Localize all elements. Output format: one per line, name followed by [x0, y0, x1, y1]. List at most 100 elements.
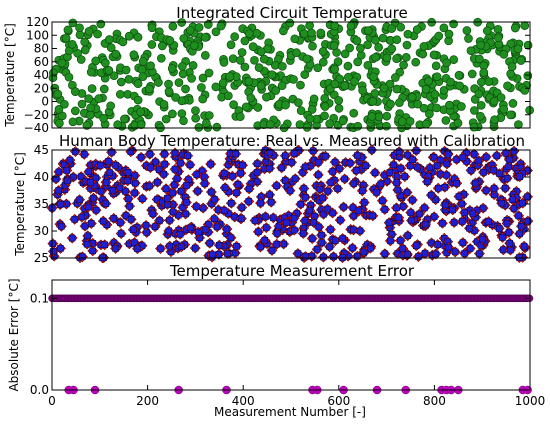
ic-temp-point — [137, 65, 147, 74]
ic-temp-point — [225, 72, 235, 81]
ic-temp-point — [200, 33, 210, 42]
ic-temp-point — [387, 24, 396, 33]
ic-temp-point — [237, 48, 247, 57]
measured-temp-point — [369, 212, 377, 220]
ic-temp-point — [387, 44, 397, 54]
ic-temp-point — [305, 21, 314, 30]
ic-temp-point — [111, 49, 121, 59]
ic-temp-point — [506, 110, 515, 120]
measured-temp-point — [416, 210, 423, 218]
measured-temp-point — [505, 229, 513, 236]
measured-temp-point — [432, 196, 439, 203]
measured-temp-point — [177, 159, 184, 167]
ic-temp-point — [219, 58, 229, 67]
measured-temp-point — [160, 170, 168, 178]
ic-temp-point — [82, 121, 92, 130]
measured-temp-point — [430, 154, 438, 161]
measured-temp-point — [453, 180, 461, 187]
measured-temp-point — [350, 212, 357, 220]
measured-temp-point — [393, 179, 400, 187]
ic-temp-point — [469, 122, 479, 132]
measured-temp-point — [257, 243, 264, 251]
ic-temp-point — [316, 28, 326, 38]
measured-temp-point — [324, 205, 331, 213]
ic-temp-point — [411, 57, 421, 67]
xtick-label: 600 — [327, 394, 350, 408]
measured-temp-point — [157, 245, 164, 252]
ic-temp-point — [167, 64, 177, 73]
ic-temp-point — [147, 23, 157, 33]
ic-temp-point — [201, 118, 211, 128]
ic-temp-point — [113, 120, 123, 130]
ytick-label: 0.1 — [30, 291, 49, 305]
panel2-ylabel: Temperature [°C] — [13, 152, 27, 257]
measured-temp-point — [55, 187, 62, 194]
ytick-label: −40 — [24, 121, 49, 135]
ic-temp-point — [91, 56, 101, 66]
panel3-xlabel: Measurement Number [-] — [214, 405, 366, 419]
measured-temp-point — [495, 225, 503, 232]
ytick-label: 100 — [26, 28, 49, 42]
ic-temp-point — [445, 100, 454, 110]
ic-temp-point — [520, 21, 530, 30]
ic-temp-point — [54, 105, 64, 114]
ic-temp-point — [191, 106, 200, 115]
ic-temp-point — [449, 55, 459, 65]
measured-temp-point — [193, 171, 201, 178]
measured-temp-point — [485, 218, 492, 225]
ic-temp-point — [161, 114, 171, 124]
measured-temp-point — [283, 219, 290, 226]
measured-temp-point — [55, 168, 63, 176]
ic-temp-point — [156, 53, 166, 63]
measured-temp-point — [183, 182, 190, 189]
measured-temp-point — [444, 151, 452, 158]
measured-temp-point — [336, 165, 343, 172]
measured-temp-point — [458, 218, 466, 225]
ic-temp-point — [129, 50, 139, 60]
measured-temp-point — [309, 147, 317, 155]
ic-temp-point — [223, 91, 233, 101]
measured-temp-point — [315, 171, 322, 179]
measured-temp-point — [220, 170, 228, 177]
measured-temp-point — [234, 181, 242, 188]
measured-temp-point — [458, 200, 465, 208]
ic-temp-point — [308, 41, 317, 51]
panel2-yticks: 45 40 35 30 25 — [34, 143, 530, 265]
measured-temp-point — [399, 245, 407, 252]
ic-temp-point — [462, 26, 472, 35]
ic-temp-point — [240, 36, 250, 46]
ic-temp-point — [278, 61, 287, 71]
ic-temp-point — [374, 42, 383, 52]
ic-temp-point — [349, 108, 359, 118]
ic-temp-point — [187, 74, 196, 83]
measured-temp-point — [213, 223, 221, 231]
ic-temp-point — [320, 102, 330, 111]
measured-temp-point — [381, 250, 389, 257]
measured-temp-point — [255, 228, 262, 236]
ic-temp-point — [449, 19, 458, 29]
measured-temp-point — [100, 217, 107, 225]
ic-temp-point — [104, 66, 114, 75]
measured-temp-point — [498, 199, 505, 207]
measured-temp-point — [524, 217, 532, 225]
measured-temp-point — [461, 209, 468, 216]
measured-temp-point — [385, 219, 393, 226]
measured-temp-point — [326, 243, 333, 251]
measured-temp-point — [518, 222, 525, 230]
ic-temp-point — [484, 77, 494, 87]
ic-temp-point — [395, 98, 404, 108]
measured-temp-point — [449, 206, 456, 214]
ic-temp-point — [305, 114, 315, 124]
ic-temp-point — [68, 117, 78, 127]
measured-temp-point — [496, 170, 503, 177]
ic-temp-point — [441, 116, 451, 125]
ic-temp-point — [421, 119, 431, 129]
ic-temp-point — [124, 31, 134, 41]
ic-temp-point — [84, 26, 94, 36]
ytick-label: 0.0 — [30, 383, 49, 397]
measured-temp-point — [404, 151, 411, 159]
ic-temp-point — [379, 83, 389, 93]
measured-temp-point — [97, 188, 105, 195]
ic-temp-point — [307, 105, 317, 114]
